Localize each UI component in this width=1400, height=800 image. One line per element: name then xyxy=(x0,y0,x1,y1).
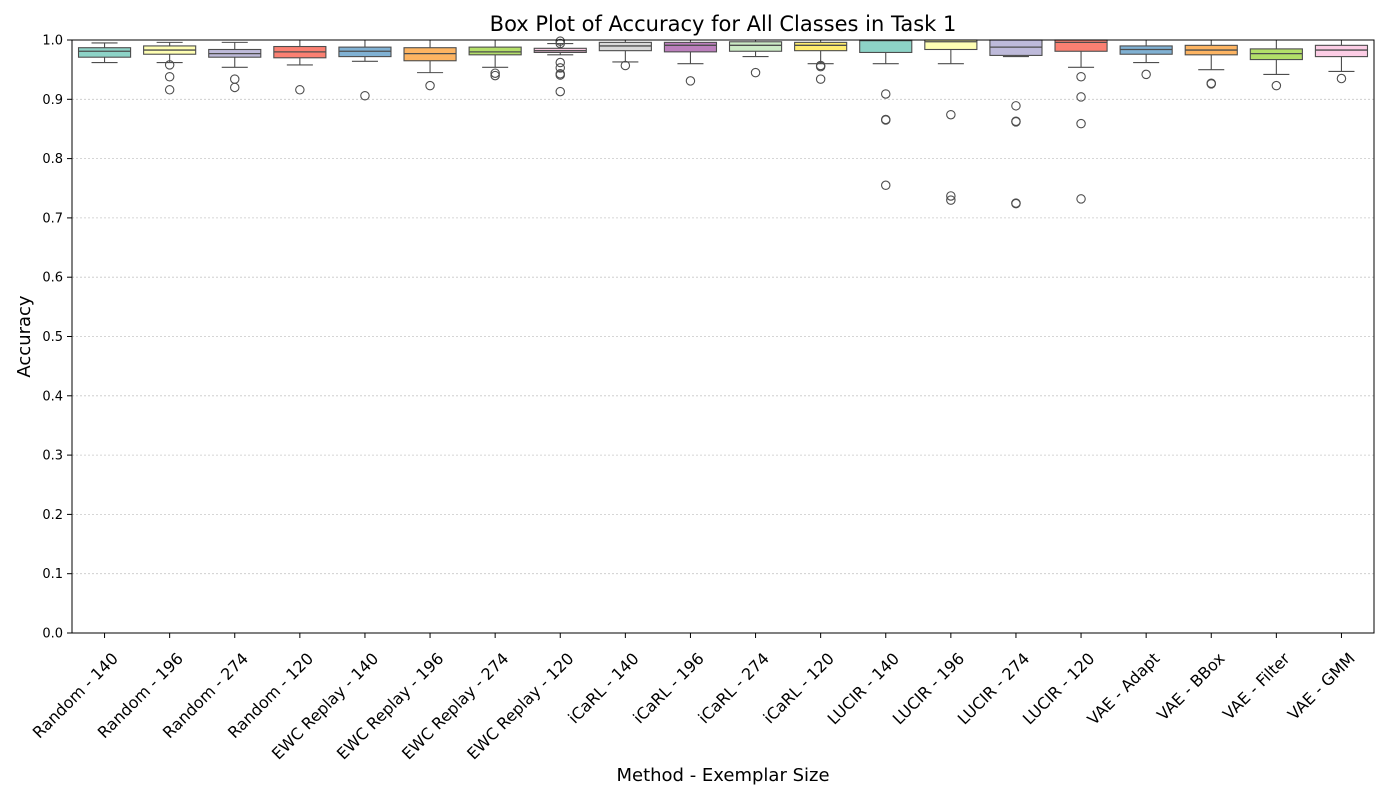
outlier-point xyxy=(164,60,175,70)
y-tick-label: 0.9 xyxy=(42,93,63,108)
outlier-point xyxy=(685,76,696,86)
outlier-point xyxy=(1076,72,1086,82)
outlier-point xyxy=(295,85,305,95)
box-group xyxy=(663,39,718,86)
y-tick-label: 0.7 xyxy=(42,211,63,226)
outlier-point xyxy=(1076,118,1086,129)
box-group xyxy=(468,39,522,81)
outlier-point xyxy=(555,36,565,46)
outlier-point xyxy=(360,90,370,101)
outlier-point xyxy=(230,74,240,84)
outlier-point xyxy=(425,80,435,91)
box xyxy=(468,46,522,56)
outlier-point xyxy=(555,63,565,73)
outlier-point xyxy=(1076,92,1086,102)
outlier-point xyxy=(230,82,240,93)
outlier-point xyxy=(490,68,500,78)
outlier-point xyxy=(946,109,956,120)
outlier-point xyxy=(620,60,631,71)
outlier-point xyxy=(1011,117,1021,127)
box xyxy=(1314,44,1369,58)
y-tick-label: 0.1 xyxy=(42,567,63,582)
outlier-point xyxy=(1271,80,1282,91)
y-axis-ticks: 0.0 0.1 0.2 0.3 0.4 0.5 0.6 0.7 0.8 0.9 1.0 xyxy=(42,34,72,642)
box-group xyxy=(273,39,327,95)
box-group xyxy=(859,39,913,191)
outlier-point xyxy=(880,115,891,125)
y-tick-label: 0.0 xyxy=(42,627,63,642)
outlier-point xyxy=(1141,69,1151,80)
box-group xyxy=(1314,39,1369,84)
box xyxy=(728,41,783,52)
x-tick-label: EWC Replay - 196 xyxy=(333,649,447,763)
outlier-point xyxy=(880,180,891,191)
box-group xyxy=(598,39,652,71)
outlier-point xyxy=(750,67,761,78)
box-group xyxy=(143,41,197,95)
outlier-point xyxy=(555,86,565,97)
y-tick-label: 0.2 xyxy=(42,508,63,523)
outlier-point xyxy=(164,72,175,82)
x-axis-label: Method - Exemplar Size xyxy=(616,765,829,786)
x-tick-label: VAE - Filter xyxy=(1219,649,1294,724)
box-group xyxy=(989,39,1043,209)
outlier-point xyxy=(555,38,565,49)
outlier-point xyxy=(946,191,956,201)
y-tick-label: 0.3 xyxy=(42,449,63,464)
box-group xyxy=(794,39,848,84)
chart-title: Box Plot of Accuracy for All Classes in … xyxy=(490,12,957,36)
box-group xyxy=(728,39,783,78)
x-tick-label: VAE - GMM xyxy=(1284,649,1359,724)
y-tick-label: 0.5 xyxy=(42,330,63,345)
x-tick-label: EWC Replay - 140 xyxy=(268,649,382,763)
y-axis-label: Accuracy xyxy=(14,295,35,378)
box xyxy=(663,41,718,53)
y-tick-label: 0.6 xyxy=(42,271,63,286)
box-layer xyxy=(77,36,1369,209)
outlier-point xyxy=(1336,73,1347,84)
outlier-point xyxy=(164,85,175,95)
box xyxy=(794,41,848,52)
outlier-point xyxy=(815,74,826,84)
outlier-point xyxy=(1206,79,1217,89)
box xyxy=(859,39,913,54)
outlier-point xyxy=(880,89,891,99)
plot-frame xyxy=(71,39,1375,634)
box xyxy=(1054,39,1108,52)
box-group xyxy=(1054,39,1108,204)
y-tick-label: 0.8 xyxy=(42,152,63,167)
outlier-point xyxy=(946,195,956,205)
box-group xyxy=(1249,39,1303,91)
outlier-point xyxy=(1011,101,1021,111)
outlier-point xyxy=(490,70,500,81)
y-tick-label: 1.0 xyxy=(42,34,63,49)
box xyxy=(77,47,132,58)
box-group xyxy=(924,39,978,205)
box-group xyxy=(1119,39,1173,80)
box-group xyxy=(338,39,392,101)
grid-layer xyxy=(72,39,1374,634)
outlier-point xyxy=(1076,194,1086,204)
box-group xyxy=(403,39,457,91)
outlier-point xyxy=(815,61,826,72)
box-group xyxy=(533,36,587,97)
y-tick-label: 0.4 xyxy=(42,389,63,404)
x-tick-label: EWC Replay - 120 xyxy=(463,649,577,763)
box-group xyxy=(77,42,132,64)
x-tick-label: EWC Replay - 274 xyxy=(398,649,512,763)
x-tick-label: VAE - BBox xyxy=(1153,649,1228,724)
outlier-point xyxy=(555,57,565,68)
box-group xyxy=(208,41,262,93)
outlier-point xyxy=(555,70,565,80)
outlier-point xyxy=(1011,198,1021,209)
box-group xyxy=(1184,39,1238,89)
